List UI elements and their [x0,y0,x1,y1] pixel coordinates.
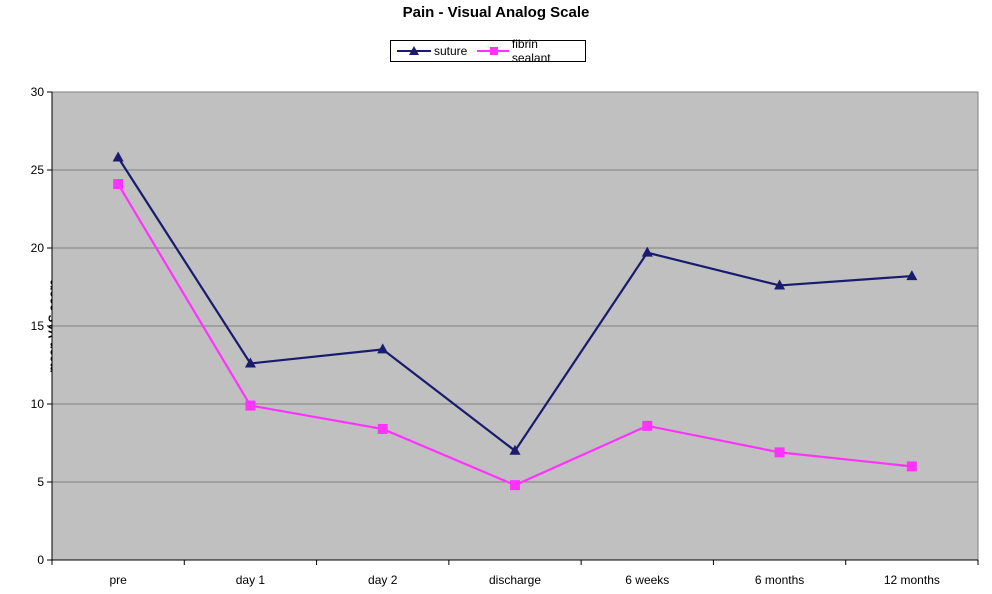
x-tick-label: day 2 [368,573,398,587]
y-tick-label: 5 [37,475,44,489]
y-tick-label: 25 [31,163,45,177]
y-tick-label: 15 [31,319,45,333]
data-point-fibrin-sealant [774,447,785,458]
y-tick-label: 30 [31,85,45,99]
y-tick-label: 0 [37,553,44,567]
data-point-fibrin-sealant [906,461,917,472]
legend-marker-fibrin-sealant [477,47,509,55]
data-point-suture [906,270,918,281]
legend-entry-fibrin-sealant: fibrin sealant [477,37,575,65]
y-tick-label: 10 [31,397,45,411]
x-tick-label: pre [109,573,127,587]
x-tick-label: day 1 [236,573,266,587]
data-point-fibrin-sealant [510,480,520,491]
legend-label-suture: suture [434,44,468,58]
legend-marker-suture [397,46,431,55]
legend-entry-suture: suture [397,44,467,58]
data-point-fibrin-sealant [642,420,653,431]
x-tick-label: 12 months [884,573,940,587]
data-point-suture [774,279,786,290]
x-tick-label: discharge [489,573,541,587]
y-tick-label: 20 [31,241,45,255]
chart-title: Pain - Visual Analog Scale [402,4,590,21]
data-point-fibrin-sealant [113,179,124,190]
data-point-fibrin-sealant [245,400,256,411]
legend-label-fibrin-sealant: fibrin sealant [511,37,551,65]
data-point-suture [641,246,653,257]
x-tick-label: 6 weeks [625,573,669,587]
x-tick-label: 6 months [755,573,804,587]
data-point-suture [377,343,389,354]
data-point-suture [244,357,256,368]
chart-legend: suture fibrin sealant [390,37,586,65]
data-point-suture [509,444,521,455]
data-point-fibrin-sealant [377,423,388,434]
data-point-suture [112,151,124,162]
